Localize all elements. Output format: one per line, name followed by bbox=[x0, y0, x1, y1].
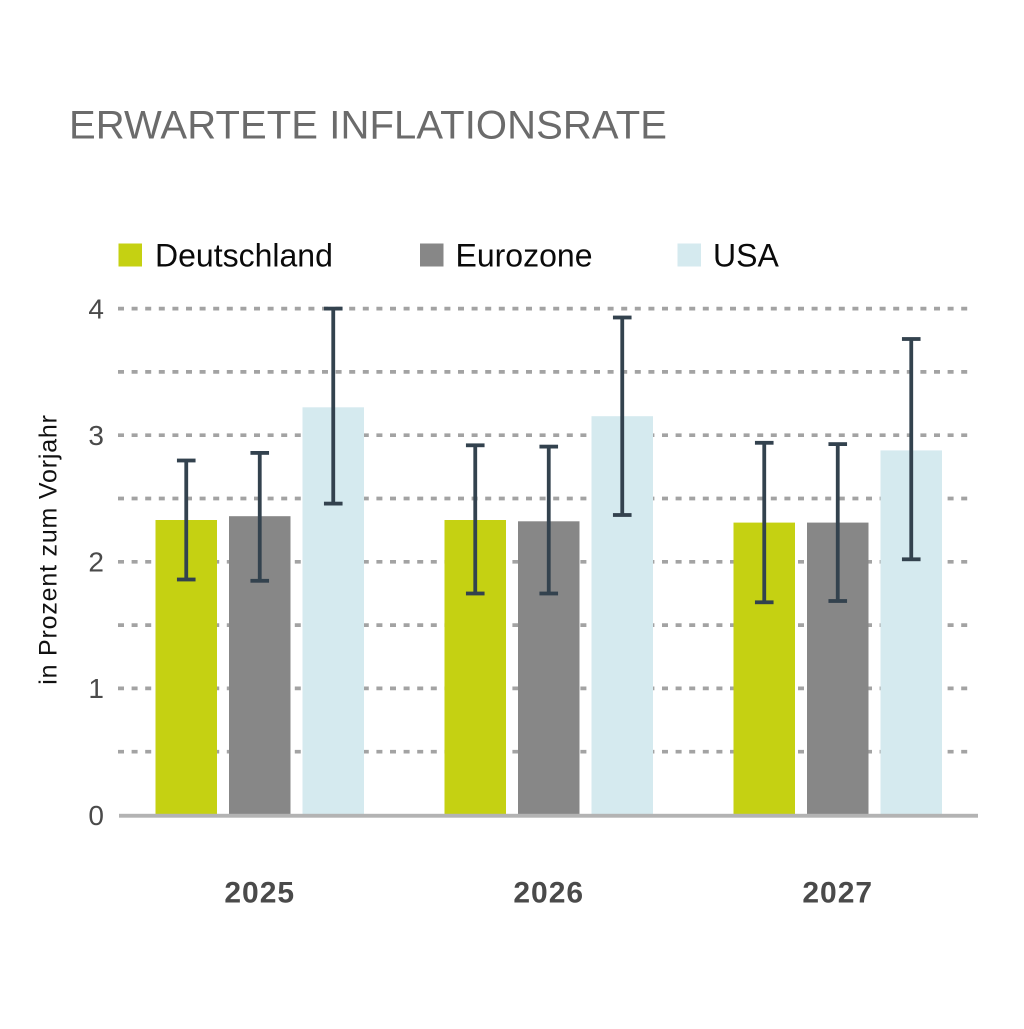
svg-text:1: 1 bbox=[88, 673, 104, 704]
svg-text:2027: 2027 bbox=[802, 877, 873, 910]
svg-text:Deutschland: Deutschland bbox=[155, 237, 333, 273]
svg-text:3: 3 bbox=[88, 420, 104, 451]
svg-text:2026: 2026 bbox=[513, 877, 584, 910]
svg-text:4: 4 bbox=[88, 293, 104, 324]
svg-text:2025: 2025 bbox=[224, 877, 295, 910]
svg-text:in Prozent zum Vorjahr: in Prozent zum Vorjahr bbox=[35, 414, 63, 685]
svg-text:ERWARTETE INFLATIONSRATE: ERWARTETE INFLATIONSRATE bbox=[69, 104, 667, 148]
svg-text:2: 2 bbox=[88, 547, 104, 578]
svg-text:USA: USA bbox=[713, 237, 779, 273]
svg-text:0: 0 bbox=[88, 800, 104, 831]
svg-text:Eurozone: Eurozone bbox=[456, 237, 593, 273]
